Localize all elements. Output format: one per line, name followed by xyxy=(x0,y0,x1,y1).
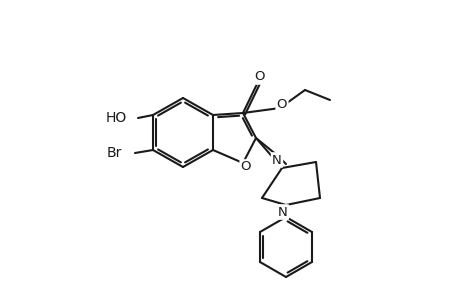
Text: HO: HO xyxy=(106,111,127,125)
Text: O: O xyxy=(276,98,286,112)
Text: N: N xyxy=(278,206,287,218)
Text: O: O xyxy=(254,70,265,83)
Text: N: N xyxy=(272,154,281,166)
Text: O: O xyxy=(240,160,251,173)
Text: Br: Br xyxy=(106,146,122,160)
